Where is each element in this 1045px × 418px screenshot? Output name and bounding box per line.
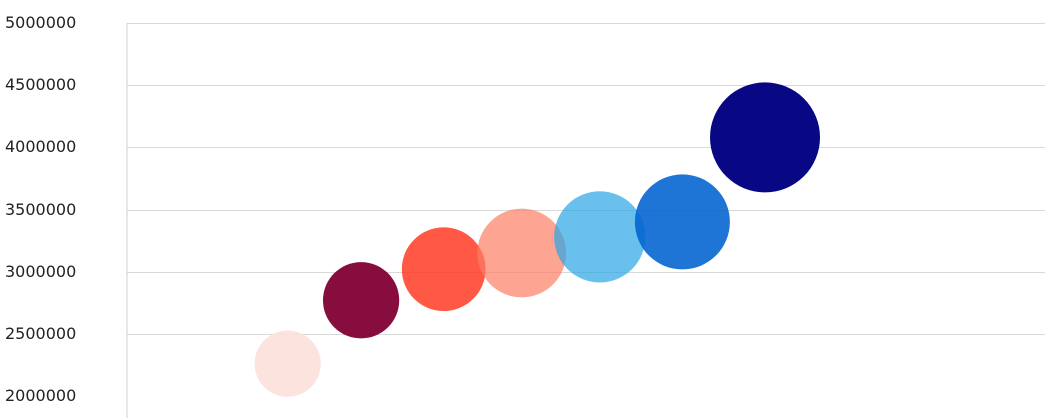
bubble-point bbox=[554, 191, 646, 283]
y-tick-label: 3000000 bbox=[5, 262, 76, 281]
bubble-point bbox=[401, 227, 486, 312]
bubble-series bbox=[254, 82, 821, 397]
y-tick-label: 4000000 bbox=[5, 137, 76, 156]
y-tick-label: 4500000 bbox=[5, 75, 76, 94]
y-tick-label: 2000000 bbox=[5, 386, 76, 405]
bubble-point bbox=[634, 174, 730, 270]
gridlines bbox=[127, 23, 1045, 335]
bubble-point bbox=[322, 262, 400, 339]
y-tick-label: 2500000 bbox=[5, 324, 76, 343]
y-tick-label: 3500000 bbox=[5, 200, 76, 219]
bubble-point bbox=[477, 208, 567, 298]
y-tick-label: 5000000 bbox=[5, 13, 76, 32]
bubble-point bbox=[710, 82, 821, 193]
y-axis: 5000000 4500000 4000000 3500000 3000000 25000… bbox=[5, 13, 128, 418]
bubble-point bbox=[254, 330, 321, 397]
